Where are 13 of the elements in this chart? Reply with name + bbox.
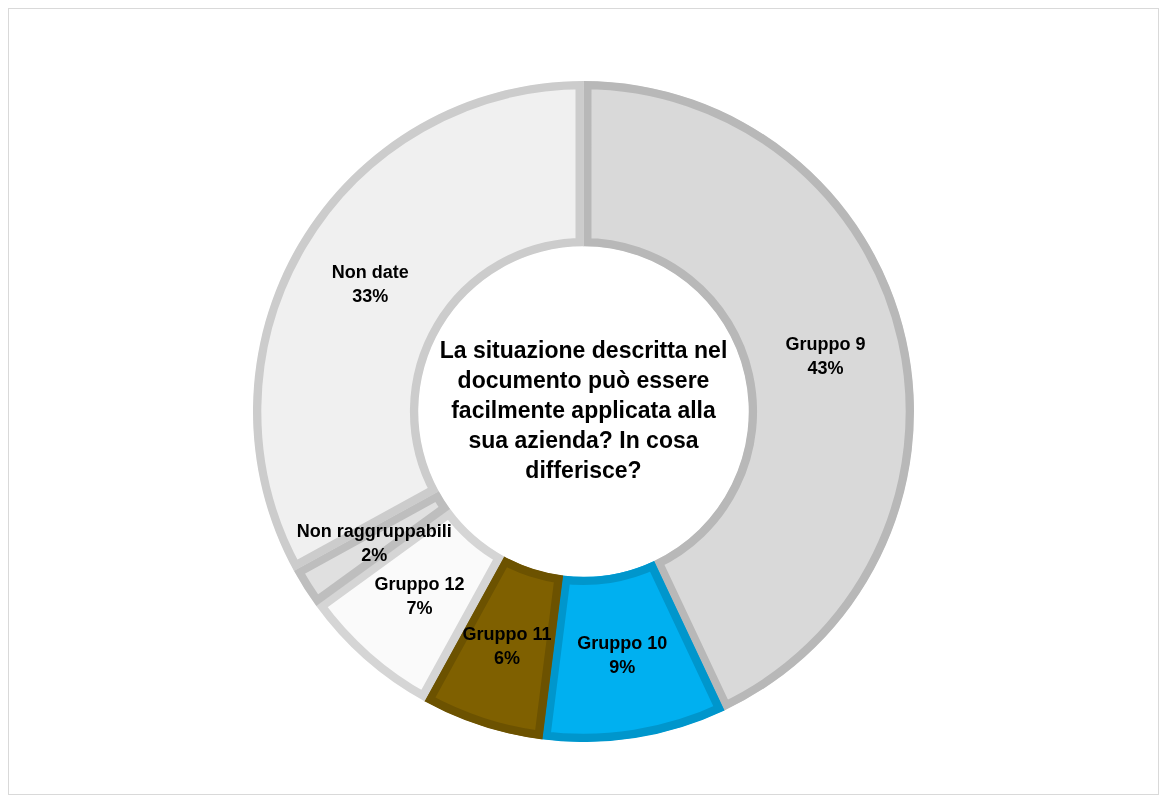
slice-label: Gruppo 11 bbox=[462, 624, 552, 645]
slice-label: Non raggruppabili bbox=[296, 521, 452, 542]
slice-label: Gruppo 12 bbox=[374, 574, 465, 595]
slice-label: Gruppo 10 bbox=[577, 633, 668, 654]
data-label: 6% bbox=[493, 648, 520, 669]
data-label: 9% bbox=[609, 657, 636, 678]
slice-label: Gruppo 9 bbox=[785, 334, 866, 355]
data-label: 33% bbox=[352, 286, 389, 307]
slice-label: Non date bbox=[331, 262, 409, 283]
data-label: 43% bbox=[807, 358, 844, 379]
text: La situazione descritta nel documento può essere facilmente applicata alla sua azienda? In cosa differisce? bbox=[439, 336, 728, 483]
data-label: 2% bbox=[361, 545, 388, 566]
data-label: 7% bbox=[406, 598, 433, 619]
